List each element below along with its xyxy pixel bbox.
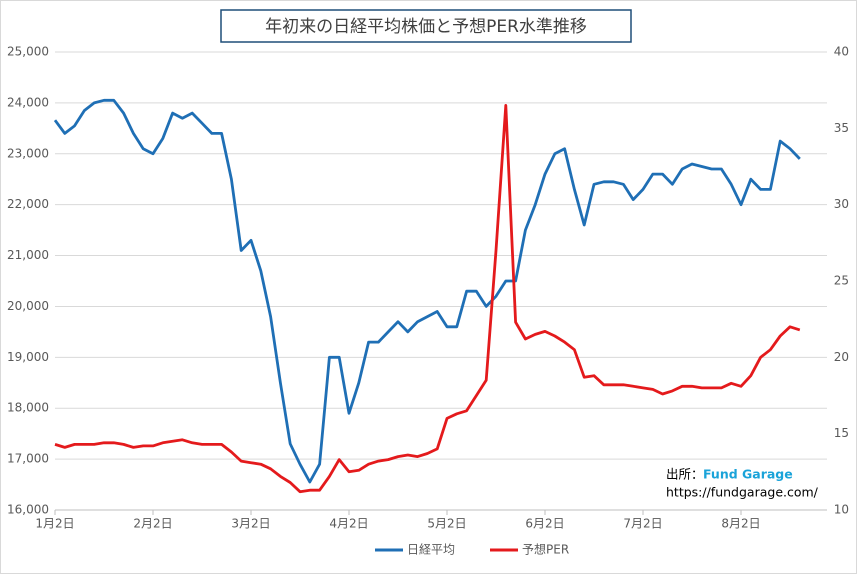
x-tick-label: 7月2日: [623, 517, 662, 531]
x-tick-label: 1月2日: [35, 517, 74, 531]
series-line: [54, 104, 801, 494]
chart-title: 年初来の日経平均株価と予想PER水準推移: [265, 17, 587, 37]
x-tick-label: 3月2日: [231, 517, 270, 531]
y2-tick-label: 10: [834, 503, 849, 517]
y-tick-label: 24,000: [7, 95, 49, 109]
y2-tick-label: 25: [834, 274, 849, 288]
y-tick-label: 23,000: [7, 146, 49, 160]
source-url: https://fundgarage.com/: [666, 485, 819, 500]
y-tick-label: 20,000: [7, 299, 49, 313]
y-tick-label: 21,000: [7, 248, 49, 262]
x-tick-label: 2月2日: [133, 517, 172, 531]
title-box: [220, 9, 632, 43]
series-line: [53, 98, 801, 484]
y-tick-label: 18,000: [7, 401, 49, 415]
y2-tick-label: 30: [834, 197, 849, 211]
source-label: 出所：: [666, 467, 704, 482]
x-tick-label: 5月2日: [427, 517, 466, 531]
y-tick-label: 19,000: [7, 350, 49, 364]
y2-tick-label: 40: [834, 45, 849, 59]
y2-tick-label: 15: [834, 426, 849, 440]
y-tick-label: 22,000: [7, 197, 49, 211]
x-tick-label: 4月2日: [329, 517, 368, 531]
source-name: Fund Garage: [703, 467, 793, 482]
legend-label: 日経平均: [407, 543, 455, 557]
y2-tick-label: 35: [834, 121, 849, 135]
y-tick-label: 17,000: [7, 452, 49, 466]
y2-tick-label: 20: [834, 350, 849, 364]
x-tick-label: 6月2日: [525, 517, 564, 531]
x-tick-label: 8月2日: [721, 517, 760, 531]
y-tick-label: 16,000: [7, 503, 49, 517]
legend-label: 予想PER: [522, 542, 569, 557]
y-tick-label: 25,000: [7, 45, 49, 59]
